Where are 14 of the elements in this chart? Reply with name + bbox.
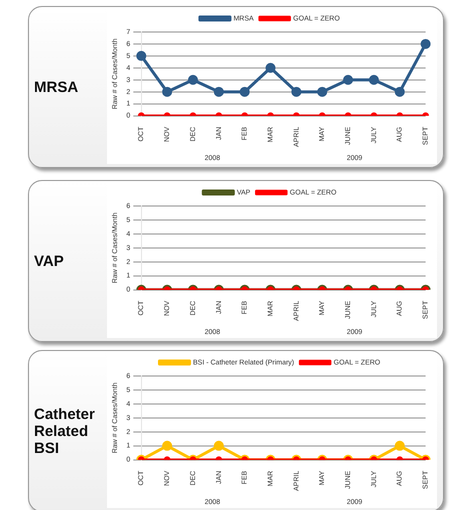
point: [394, 86, 405, 97]
point: [266, 62, 276, 73]
point: [368, 74, 379, 85]
point: [343, 74, 354, 85]
point: [214, 86, 224, 97]
text: Catheter Related BSI: [34, 404, 96, 458]
point: [240, 86, 250, 97]
point: [162, 86, 172, 97]
text: MRSA: [34, 78, 80, 98]
point: [136, 50, 146, 61]
point: [188, 74, 198, 85]
point: [317, 86, 328, 97]
text: VAP: [34, 252, 65, 272]
point: [291, 86, 302, 97]
